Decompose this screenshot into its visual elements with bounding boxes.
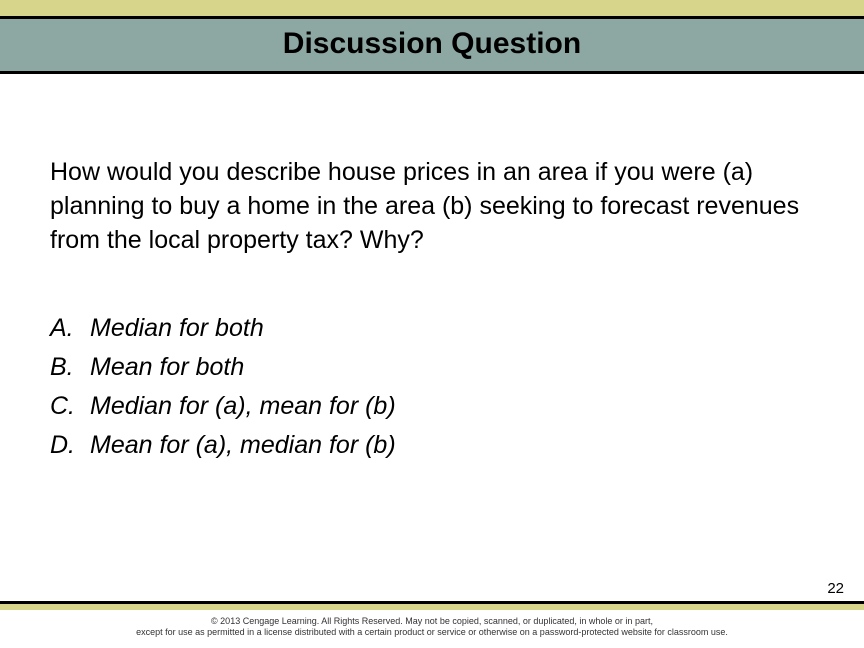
option-c: C. Median for (a), mean for (b) [50,387,814,426]
option-d: D. Mean for (a), median for (b) [50,426,814,465]
option-text: Mean for (a), median for (b) [90,426,396,465]
option-text: Median for (a), mean for (b) [90,387,396,426]
option-text: Median for both [90,309,264,348]
option-letter: B. [50,348,90,387]
copyright-line2: except for use as permitted in a license… [136,627,728,637]
copyright-text: © 2013 Cengage Learning. All Rights Rese… [0,610,864,648]
footer: 22 © 2013 Cengage Learning. All Rights R… [0,580,864,648]
content-area: How would you describe house prices in a… [0,156,864,464]
option-a: A. Median for both [50,309,814,348]
options-list: A. Median for both B. Mean for both C. M… [50,309,814,464]
option-text: Mean for both [90,348,244,387]
page-number: 22 [0,580,864,601]
option-letter: D. [50,426,90,465]
slide-title: Discussion Question [0,27,864,61]
bottom-accent-bar [0,601,864,610]
option-b: B. Mean for both [50,348,814,387]
option-letter: A. [50,309,90,348]
copyright-line1: © 2013 Cengage Learning. All Rights Rese… [211,616,653,626]
top-accent-bar [0,0,864,16]
question-text: How would you describe house prices in a… [50,156,814,257]
title-band: Discussion Question [0,16,864,74]
option-letter: C. [50,387,90,426]
